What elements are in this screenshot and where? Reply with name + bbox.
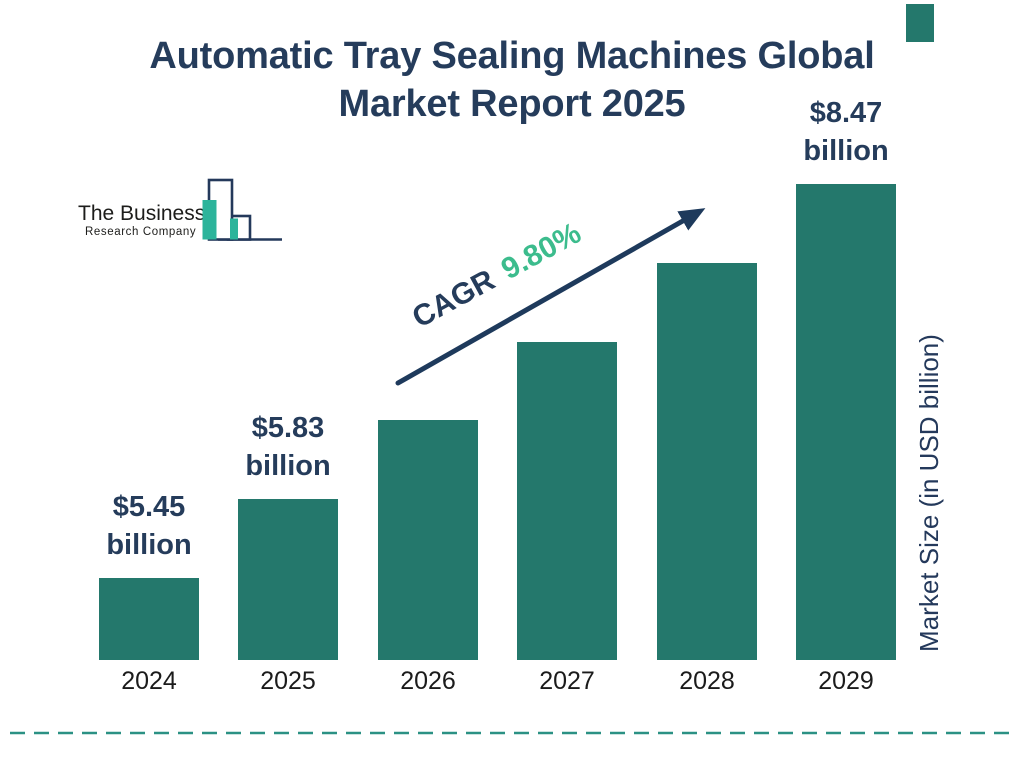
year-label-2029: 2029 (818, 667, 874, 695)
title-line-2: Market Report 2025 (338, 83, 686, 125)
page-title: Automatic Tray Sealing Machines Global M… (0, 32, 1024, 128)
value-label-2024: $5.45 billion (59, 488, 239, 564)
value-amount-2029: $8.47 (809, 97, 883, 129)
cagr-label: CAGR (406, 263, 501, 335)
company-logo: The Business Research Company (76, 176, 291, 248)
corner-accent (906, 4, 934, 42)
bar-2029 (796, 184, 896, 660)
bottom-dashed-line (10, 731, 1014, 735)
bar-2028 (657, 263, 757, 660)
bar-2024 (99, 578, 199, 660)
cagr-annotation: CAGR9.80% (373, 195, 621, 357)
value-amount-2024: $5.45 (112, 491, 186, 523)
year-label-2025: 2025 (260, 667, 316, 695)
year-label-2027: 2027 (539, 667, 595, 695)
value-unit-2029: billion (803, 135, 889, 167)
bar-2025 (238, 499, 338, 660)
value-unit-2025: billion (245, 450, 331, 482)
bar-chart-logo-icon (202, 178, 282, 241)
year-label-2028: 2028 (679, 667, 735, 695)
title-line-1: Automatic Tray Sealing Machines Global (149, 35, 875, 77)
value-unit-2024: billion (106, 529, 192, 561)
logo-name: The Business (78, 202, 206, 225)
year-label-2024: 2024 (121, 667, 177, 695)
logo-subname: Research Company (85, 226, 197, 238)
bar-2027 (517, 342, 617, 660)
bar-2026 (378, 420, 478, 660)
year-label-2026: 2026 (400, 667, 456, 695)
y-axis-label: Market Size (in USD billion) (914, 334, 944, 652)
cagr-value: 9.80% (496, 216, 587, 287)
value-amount-2025: $5.83 (251, 412, 325, 444)
value-label-2025: $5.83 billion (198, 409, 378, 485)
value-label-2029: $8.47 billion (756, 94, 936, 170)
